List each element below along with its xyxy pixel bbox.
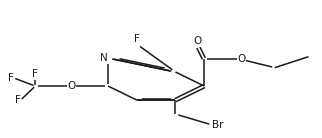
Text: O: O [237,54,245,64]
Text: F: F [33,69,38,79]
Text: F: F [8,73,14,83]
Text: F: F [15,95,21,105]
Text: F: F [134,34,140,44]
Text: O: O [67,81,75,91]
Text: N: N [100,53,108,63]
Text: O: O [194,36,202,47]
Text: Br: Br [212,120,224,130]
